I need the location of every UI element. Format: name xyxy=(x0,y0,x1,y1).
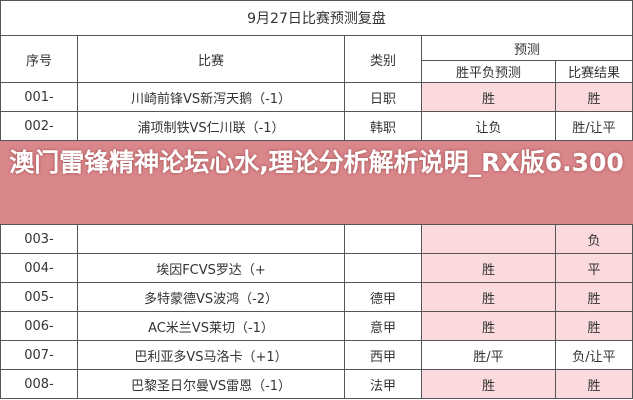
row-category-cell: 德甲 xyxy=(345,283,422,312)
row-category-cell: 韩职 xyxy=(345,112,422,141)
row-category-cell: 日职 xyxy=(345,83,422,112)
row-prediction-cell: 胜 xyxy=(422,83,556,112)
row-result-cell: 负/让平 xyxy=(556,341,633,370)
row-result-cell: 胜/让平 xyxy=(556,112,633,141)
row-seq-cell: 001- xyxy=(0,83,78,112)
row-seq-cell: 004- xyxy=(0,254,78,283)
header-category: 类别 xyxy=(345,36,422,83)
row-category-cell: 西甲 xyxy=(345,341,422,370)
row-match-cell: 巴利亚多VS马洛卡（+1） xyxy=(78,341,345,370)
row-result-cell: 负 xyxy=(556,225,633,254)
row-match-cell xyxy=(78,225,345,254)
row-seq-cell: 006- xyxy=(0,312,78,341)
row-category-cell xyxy=(345,225,422,254)
row-match-cell: 浦项制铁VS仁川联（-1） xyxy=(78,112,345,141)
row-prediction-cell: 胜 xyxy=(422,312,556,341)
row-prediction-cell: 胜/平 xyxy=(422,341,556,370)
row-category-cell xyxy=(345,254,422,283)
row-category-cell: 法甲 xyxy=(345,370,422,399)
row-seq-cell: 005- xyxy=(0,283,78,312)
header-result: 比赛结果 xyxy=(556,61,633,83)
row-prediction-cell: 胜 xyxy=(422,370,556,399)
row-seq-cell: 007- xyxy=(0,341,78,370)
row-seq-cell: 008- xyxy=(0,370,78,399)
header-seq: 序号 xyxy=(0,36,78,83)
row-match-cell: AC米兰VS莱切（-1） xyxy=(78,312,345,341)
row-prediction-cell: 胜 xyxy=(422,254,556,283)
row-result-cell: 胜 xyxy=(556,370,633,399)
table-title: 9月27日比赛预测复盘 xyxy=(0,0,633,36)
row-prediction-cell: 让负 xyxy=(422,112,556,141)
banner-text: 澳门雷锋精神论坛心水,理论分析解析说明_RX版6.300 xyxy=(9,148,624,177)
row-result-cell: 胜 xyxy=(556,283,633,312)
row-seq-cell: 002- xyxy=(0,112,78,141)
row-match-cell: 川崎前锋VS新泻天鹅（-1） xyxy=(78,83,345,112)
row-category-cell: 意甲 xyxy=(345,312,422,341)
row-result-cell: 胜 xyxy=(556,83,633,112)
banner-overlay xyxy=(0,141,633,225)
header-match: 比赛 xyxy=(78,36,345,83)
row-seq-cell: 003- xyxy=(0,225,78,254)
row-prediction-cell xyxy=(422,225,556,254)
row-match-cell: 多特蒙德VS波鸿（-2） xyxy=(78,283,345,312)
row-prediction-cell: 胜 xyxy=(422,283,556,312)
header-prediction: 胜平负预测 xyxy=(422,61,556,83)
row-result-cell: 胜 xyxy=(556,312,633,341)
header-prediction-group: 预测 xyxy=(422,36,633,61)
row-match-cell: 巴黎圣日尔曼VS雷恩（-1） xyxy=(78,370,345,399)
row-result-cell: 平 xyxy=(556,254,633,283)
row-match-cell: 埃因FCVS罗达（+ xyxy=(78,254,345,283)
